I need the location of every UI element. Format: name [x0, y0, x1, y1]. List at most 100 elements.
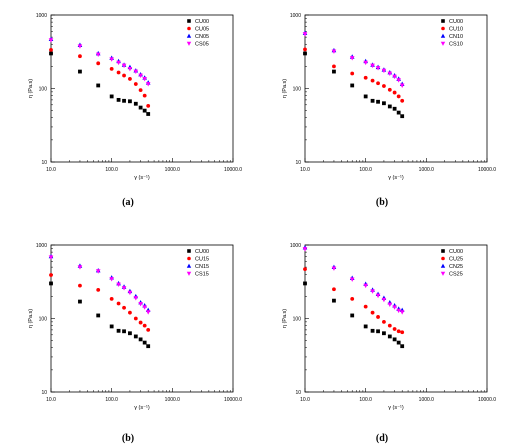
legend-marker: [186, 263, 192, 268]
legend-marker: [187, 256, 191, 261]
series-CN10: [302, 30, 405, 86]
data-point: [116, 301, 121, 306]
data-point: [77, 265, 83, 270]
data-point: [302, 32, 308, 37]
data-point: [332, 69, 336, 74]
series-CU00: [49, 281, 151, 349]
data-point: [381, 68, 387, 74]
data-point: [138, 73, 143, 79]
data-point: [396, 329, 401, 334]
x-axis-label: γ (s⁻¹): [388, 405, 404, 411]
caption-d: (d): [375, 433, 389, 444]
data-point: [133, 316, 138, 321]
data-point: [400, 330, 405, 335]
legend-marker: [440, 263, 446, 268]
data-point: [133, 334, 138, 339]
data-point: [128, 331, 132, 336]
data-point: [363, 283, 368, 289]
series-CS05: [48, 38, 151, 87]
data-point: [349, 56, 355, 61]
y-tick-label: 10: [41, 160, 47, 166]
data-point: [142, 305, 147, 310]
data-point: [350, 313, 355, 318]
legend-marker: [441, 256, 445, 261]
data-point: [133, 69, 139, 75]
series-CN15: [48, 253, 151, 313]
y-tick-label: 100: [293, 317, 302, 323]
data-point: [375, 293, 381, 299]
data-point: [128, 99, 132, 104]
chart-panel-d: 10.0 100.0 1000.0 10000.0 10 100 1000 γ (s⁻¹) η …: [282, 243, 496, 411]
data-point: [95, 52, 101, 58]
y-axis-label: η (Pa.s): [282, 309, 288, 328]
data-point: [376, 81, 380, 86]
series-CS15: [48, 255, 151, 315]
data-point: [133, 101, 138, 106]
data-point: [49, 281, 53, 286]
y-tick-label: 1000: [290, 243, 301, 249]
series-CU25: [303, 267, 405, 335]
series-CU00: [49, 51, 151, 116]
data-point: [350, 83, 355, 88]
x-tick-label: 100.0: [105, 397, 118, 403]
data-point: [350, 71, 355, 76]
data-point: [396, 78, 401, 83]
data-point: [375, 66, 381, 71]
legend-marker: [441, 249, 445, 253]
y-axis-label: η (Pa.s): [282, 79, 288, 98]
legend-marker: [187, 26, 191, 31]
data-point: [399, 310, 405, 315]
data-point: [116, 282, 121, 288]
data-point: [49, 51, 53, 56]
data-point: [382, 101, 386, 106]
data-point: [142, 108, 147, 113]
data-point: [382, 319, 386, 324]
legend-label: CN05: [195, 34, 209, 40]
data-point: [78, 299, 82, 304]
data-point: [332, 287, 336, 292]
legend-label: CU15: [195, 257, 209, 263]
data-point: [142, 340, 147, 345]
data-point: [116, 70, 121, 75]
data-point: [332, 298, 336, 303]
data-point: [349, 277, 355, 282]
data-point: [133, 82, 138, 86]
data-point: [332, 64, 336, 69]
caption-a: (a): [122, 197, 134, 208]
y-tick-label: 100: [39, 87, 48, 93]
data-point: [146, 327, 151, 332]
x-tick-label: 10000.0: [478, 397, 496, 403]
data-point: [96, 313, 101, 318]
data-point: [363, 324, 368, 329]
x-tick-label: 1000.0: [419, 397, 435, 403]
data-point: [138, 320, 143, 325]
series-CS25: [302, 247, 405, 315]
data-point: [109, 94, 114, 99]
data-point: [370, 310, 375, 315]
y-tick-label: 1000: [36, 243, 47, 249]
legend-marker: [186, 41, 192, 46]
x-tick-label: 100.0: [359, 167, 372, 173]
data-point: [387, 302, 393, 308]
data-point: [109, 277, 114, 282]
data-point: [363, 60, 368, 66]
legend-marker: [440, 33, 446, 38]
data-point: [387, 87, 392, 92]
y-tick-label: 1000: [290, 13, 301, 19]
data-point: [400, 344, 405, 349]
data-point: [96, 83, 101, 88]
x-tick-label: 1000.0: [419, 167, 435, 173]
x-tick-label: 1000.0: [165, 397, 181, 403]
data-point: [382, 331, 386, 336]
data-point: [122, 305, 126, 310]
data-point: [392, 337, 397, 342]
data-point: [122, 329, 126, 334]
legend-marker: [187, 249, 191, 253]
legend-label: CU05: [195, 27, 209, 33]
data-point: [370, 328, 375, 333]
data-point: [376, 99, 380, 104]
series-CN05: [48, 36, 151, 85]
data-point: [363, 75, 368, 80]
data-point: [381, 297, 387, 303]
